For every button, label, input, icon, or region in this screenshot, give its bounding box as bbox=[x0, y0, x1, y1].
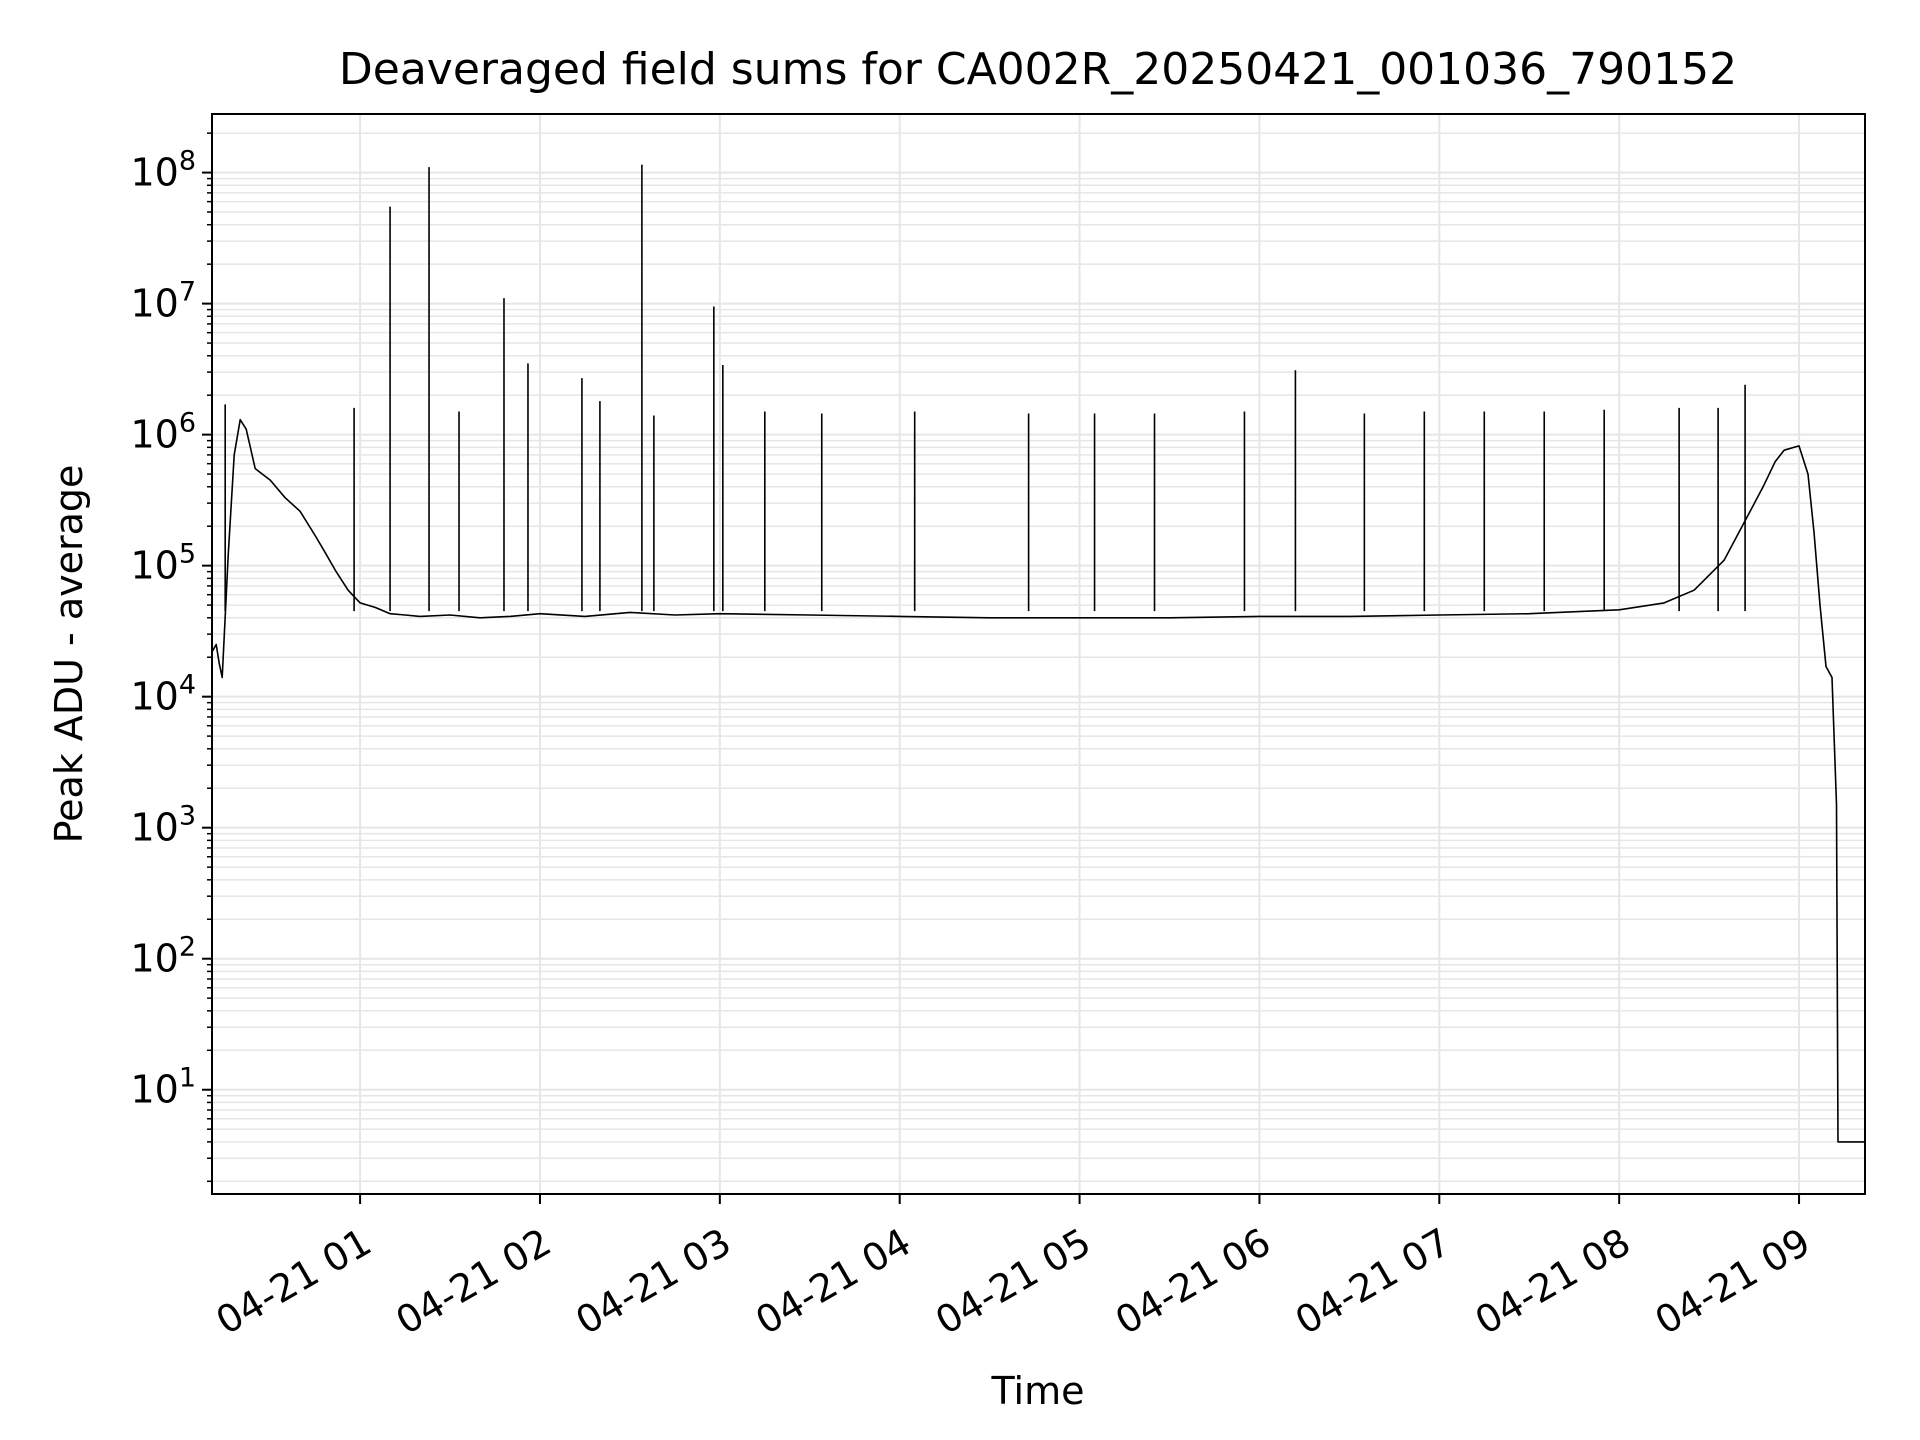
y-tick-label: 101 bbox=[130, 1063, 196, 1112]
y-tick-label: 108 bbox=[130, 146, 196, 195]
data-series bbox=[211, 164, 1865, 1143]
y-tick-label: 107 bbox=[130, 277, 196, 326]
y-axis: 101 102 103 104 105 106 107 108 bbox=[130, 132, 212, 1183]
x-axis-label: Time bbox=[991, 1369, 1085, 1413]
series-line bbox=[211, 418, 1865, 1143]
chart-title: Deaveraged field sums for CA002R_2025042… bbox=[339, 44, 1737, 95]
y-tick-label: 106 bbox=[130, 408, 196, 457]
grid bbox=[212, 114, 1865, 1194]
y-tick-label: 103 bbox=[130, 801, 196, 850]
y-axis-label: Peak ADU - average bbox=[47, 465, 91, 844]
y-tick-label: 104 bbox=[130, 670, 196, 719]
plot-frame bbox=[211, 113, 1866, 1195]
y-tick-label: 102 bbox=[130, 932, 196, 981]
y-tick-label: 105 bbox=[130, 539, 196, 588]
